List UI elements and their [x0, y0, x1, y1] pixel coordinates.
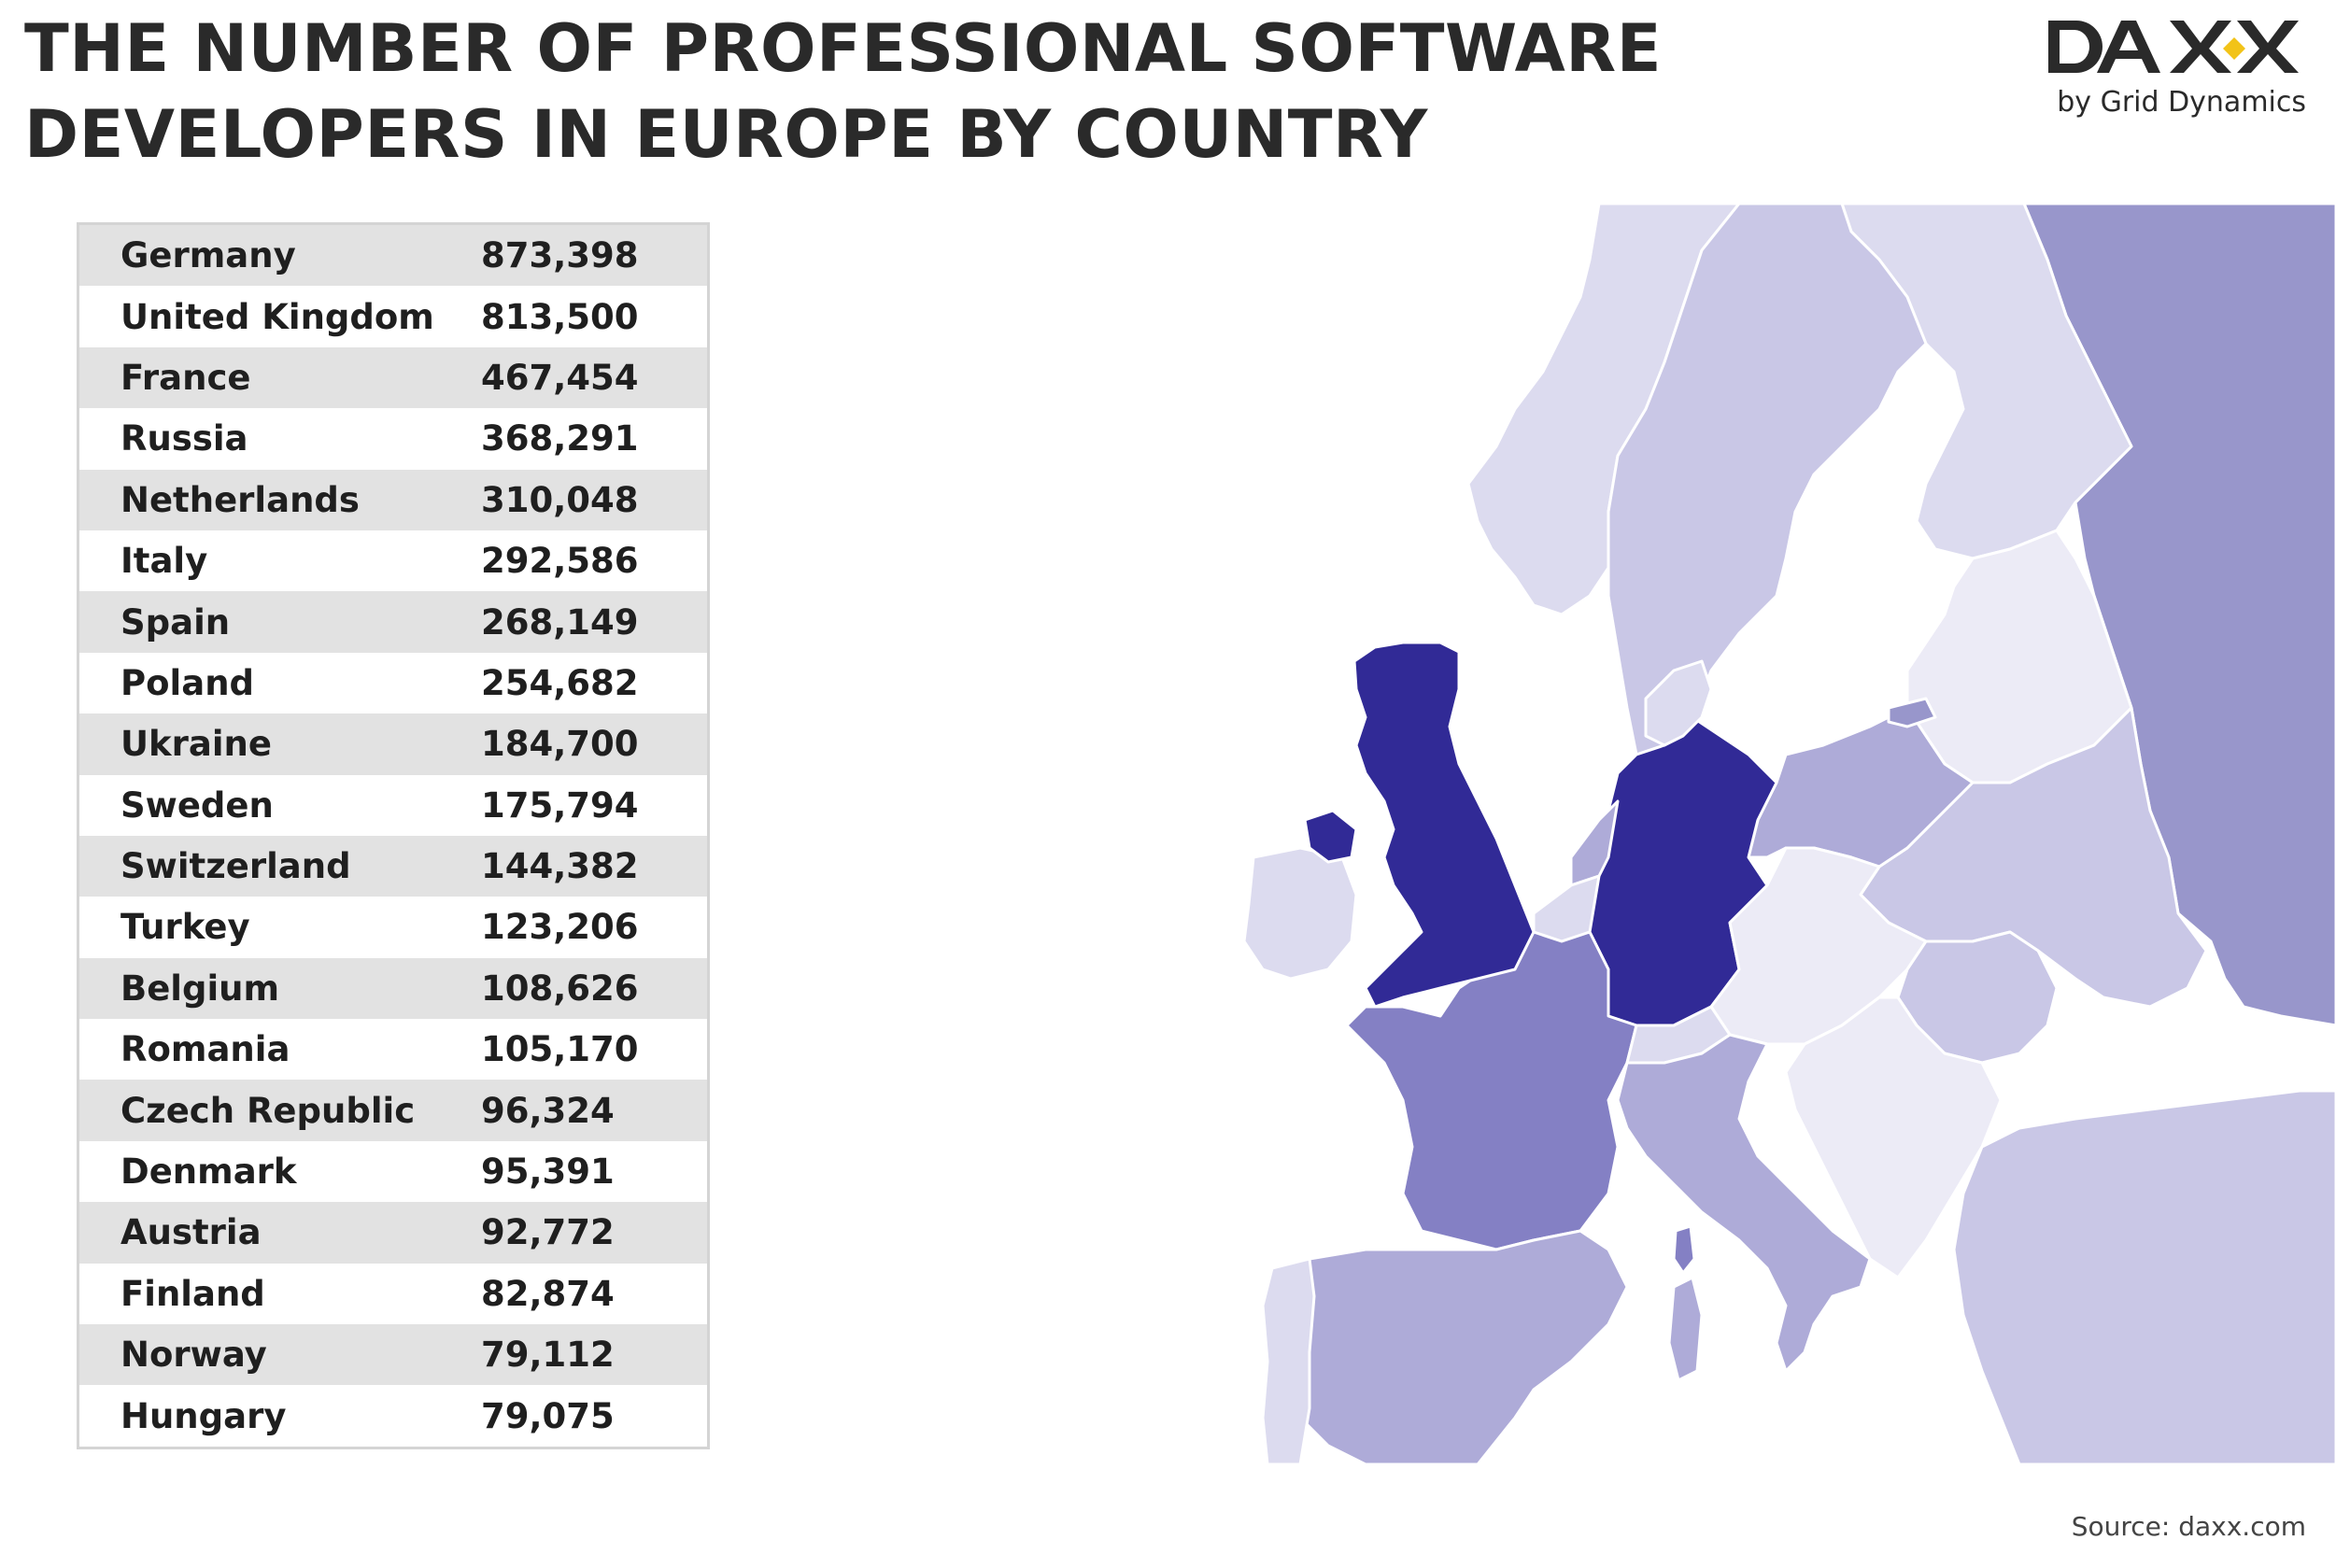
developers-table: Germany 873,398 United Kingdom 813,500 Franc…: [77, 222, 710, 1449]
region-united-kingdom: [1352, 641, 1536, 1009]
region-france: [1345, 930, 1638, 1251]
table-row: Switzerland 144,382: [79, 835, 707, 897]
title-line-2: DEVELOPERS IN EUROPE BY COUNTRY: [24, 96, 1428, 173]
table-row: Norway 79,112: [79, 1324, 707, 1386]
country-name: Belgium: [120, 968, 280, 1009]
table-row: Turkey 123,206: [79, 897, 707, 958]
country-name: Switzerland: [120, 846, 351, 887]
developer-count: 268,149: [481, 601, 639, 643]
developer-count: 184,700: [481, 724, 639, 765]
table-row: Russia 368,291: [79, 408, 707, 470]
table-row: Finland 82,874: [79, 1263, 707, 1325]
country-name: Poland: [120, 662, 255, 703]
table-row: Italy 292,586: [79, 530, 707, 592]
daxx-wordmark-icon: [2048, 21, 2299, 73]
country-name: Czech Republic: [120, 1090, 416, 1131]
developer-count: 813,500: [481, 296, 639, 337]
country-name: Germany: [120, 235, 296, 276]
developer-count: 873,398: [481, 235, 639, 276]
developer-count: 123,206: [481, 907, 639, 948]
country-name: Finland: [120, 1273, 265, 1314]
developer-count: 467,454: [481, 357, 639, 398]
country-name: France: [120, 357, 251, 398]
developer-count: 105,170: [481, 1029, 639, 1070]
table-row: Denmark 95,391: [79, 1140, 707, 1203]
country-name: Sweden: [120, 784, 274, 826]
table-row: Czech Republic 96,324: [79, 1080, 707, 1141]
table-row: Belgium 108,626: [79, 957, 707, 1020]
title-line-1: THE NUMBER OF PROFESSIONAL SOFTWARE: [24, 10, 1663, 87]
country-name: United Kingdom: [120, 296, 434, 337]
region-italy: [1616, 1033, 1872, 1373]
developer-count: 79,112: [481, 1335, 615, 1376]
region-sardinia: [1667, 1276, 1704, 1382]
country-name: Denmark: [120, 1151, 297, 1193]
region-sweden: [1607, 204, 1928, 756]
region-denmark: [1644, 659, 1713, 747]
developer-count: 175,794: [481, 784, 639, 826]
table-row: Austria 92,772: [79, 1202, 707, 1264]
country-name: Ukraine: [120, 724, 272, 765]
region-corsica: [1672, 1224, 1696, 1275]
developer-count: 82,874: [481, 1273, 615, 1314]
country-name: Norway: [120, 1335, 267, 1376]
region-kaliningrad: [1887, 697, 1937, 728]
table-row: United Kingdom 813,500: [79, 286, 707, 347]
country-name: Russia: [120, 418, 248, 459]
developer-count: 310,048: [481, 479, 639, 520]
table-row: Spain 268,149: [79, 591, 707, 653]
table-row: Netherlands 310,048: [79, 469, 707, 530]
table-row: Hungary 79,075: [79, 1385, 707, 1447]
country-name: Italy: [120, 541, 208, 582]
table-row: Ukraine 184,700: [79, 713, 707, 775]
country-name: Austria: [120, 1212, 262, 1253]
source-credit: Source: daxx.com: [2071, 1511, 2306, 1542]
country-name: Turkey: [120, 907, 250, 948]
developer-count: 254,682: [481, 662, 639, 703]
developer-count: 96,324: [481, 1090, 615, 1131]
developer-count: 95,391: [481, 1151, 615, 1193]
developer-count: 144,382: [481, 846, 639, 887]
table-row: France 467,454: [79, 346, 707, 409]
country-name: Netherlands: [120, 479, 360, 520]
table-row: Poland 254,682: [79, 652, 707, 714]
table-row: Sweden 175,794: [79, 774, 707, 836]
table-row: Romania 105,170: [79, 1019, 707, 1081]
developer-count: 108,626: [481, 968, 639, 1009]
country-name: Hungary: [120, 1395, 287, 1436]
developer-count: 368,291: [481, 418, 639, 459]
region-portugal: [1261, 1257, 1316, 1464]
logo-tagline: by Grid Dynamics: [2057, 86, 2306, 119]
table-row: Germany 873,398: [79, 225, 707, 287]
developer-count: 79,075: [481, 1395, 615, 1436]
developer-count: 292,586: [481, 541, 639, 582]
developer-count: 92,772: [481, 1212, 615, 1253]
country-name: Romania: [120, 1029, 290, 1070]
daxx-logo: by Grid Dynamics: [2045, 13, 2306, 119]
region-turkey: [1952, 1089, 2336, 1464]
page-title: THE NUMBER OF PROFESSIONAL SOFTWARE DEVE…: [24, 6, 1663, 177]
region-balkans: [1784, 996, 2003, 1279]
region-northern-ireland: [1303, 809, 1358, 864]
country-name: Spain: [120, 601, 231, 643]
europe-map: [805, 204, 2336, 1464]
